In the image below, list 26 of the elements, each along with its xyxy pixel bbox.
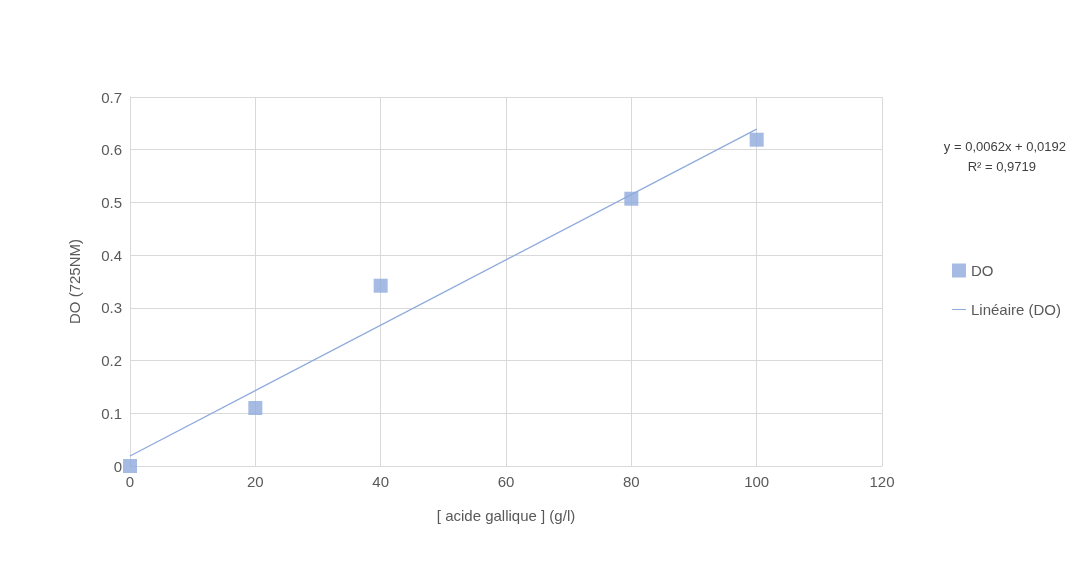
y-tick-label: 0.3 [101,299,122,317]
y-tick-label: 0.1 [101,404,122,422]
x-tick-label: 120 [869,473,895,490]
text: y = 0,0062x + 0,0192 [943,139,1066,154]
x-tick-label: 60 [497,473,515,490]
x-tick-label: 20 [246,473,264,490]
legend-label: Linéaire (DO) [970,301,1061,318]
x-tick-label: 100 [744,473,770,490]
x-tick-label: 40 [372,473,390,490]
y-tick-label: 0.6 [101,141,122,159]
point [248,401,263,416]
point [624,191,639,206]
y-tick-label: 0.7 [101,88,122,106]
y-tick-label: 0.2 [101,352,122,370]
y-axis-title: DO (725NM) [66,238,83,325]
y-tick-label: 0.5 [101,193,122,211]
legend-label: DO [970,262,994,279]
x-tick-label: 80 [622,473,640,490]
point [373,278,388,293]
y-tick-label: 0.4 [101,246,122,264]
x-tick-label: 0 [125,473,135,490]
x-axis-title: [ acide gallique ] (g/l) [436,507,576,524]
point [123,459,137,473]
text: R² = 0,9719 [967,159,1036,174]
y-tick-label: 0 [113,457,122,475]
point [749,132,764,147]
